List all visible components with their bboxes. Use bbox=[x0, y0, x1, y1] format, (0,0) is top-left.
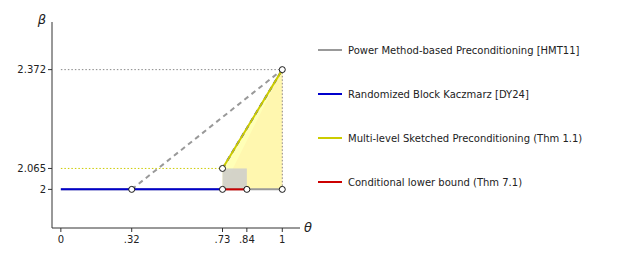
legend-label: Multi-level Sketched Preconditioning (Th… bbox=[348, 133, 582, 144]
line bbox=[223, 70, 283, 169]
x-tick bbox=[222, 228, 223, 232]
x-tick bbox=[131, 228, 132, 232]
x-tick-label: .73 bbox=[215, 234, 231, 245]
legend: Power Method-based Preconditioning [HMT1… bbox=[318, 45, 582, 188]
point bbox=[279, 186, 285, 192]
point bbox=[220, 165, 226, 171]
line bbox=[132, 70, 283, 190]
x-tick-label: 1 bbox=[279, 234, 285, 245]
plot-area bbox=[61, 67, 285, 193]
legend-swatch bbox=[318, 137, 342, 139]
x-tick bbox=[282, 228, 283, 232]
area bbox=[223, 168, 247, 189]
y-tick bbox=[48, 69, 52, 70]
line bbox=[223, 70, 283, 169]
x-tick-label: 0 bbox=[58, 234, 64, 245]
legend-swatch bbox=[318, 93, 342, 95]
y-tick-label: 2.372 bbox=[17, 64, 46, 75]
line bbox=[61, 168, 223, 169]
point bbox=[244, 186, 250, 192]
area bbox=[223, 70, 283, 190]
x-tick-label: .84 bbox=[239, 234, 255, 245]
x-tick bbox=[60, 228, 61, 232]
y-tick bbox=[48, 189, 52, 190]
y-tick-label: 2.065 bbox=[17, 163, 46, 174]
point bbox=[279, 67, 285, 73]
legend-swatch bbox=[318, 181, 342, 183]
x-label: θ bbox=[304, 220, 312, 235]
x-tick bbox=[246, 228, 247, 232]
point bbox=[220, 186, 226, 192]
point bbox=[129, 186, 135, 192]
y-tick bbox=[48, 168, 52, 169]
area bbox=[223, 70, 283, 190]
chart: 0 .32 .73 .84 1 2 2.065 2.372 θ β Power Method-bas… bbox=[0, 0, 640, 264]
legend-label: Power Method-based Preconditioning [HMT1… bbox=[348, 45, 580, 56]
line bbox=[61, 188, 223, 190]
y-tick-label: 2 bbox=[40, 184, 46, 195]
line bbox=[282, 70, 283, 190]
legend-label: Randomized Block Kaczmarz [DY24] bbox=[348, 89, 529, 100]
x-axis bbox=[52, 228, 300, 229]
legend-label: Conditional lower bound (Thm 7.1) bbox=[348, 177, 522, 188]
line bbox=[223, 188, 247, 190]
y-label: β bbox=[37, 12, 46, 27]
legend-swatch bbox=[318, 49, 342, 51]
y-axis bbox=[52, 22, 53, 228]
line bbox=[61, 69, 282, 70]
x-tick-label: .32 bbox=[124, 234, 140, 245]
